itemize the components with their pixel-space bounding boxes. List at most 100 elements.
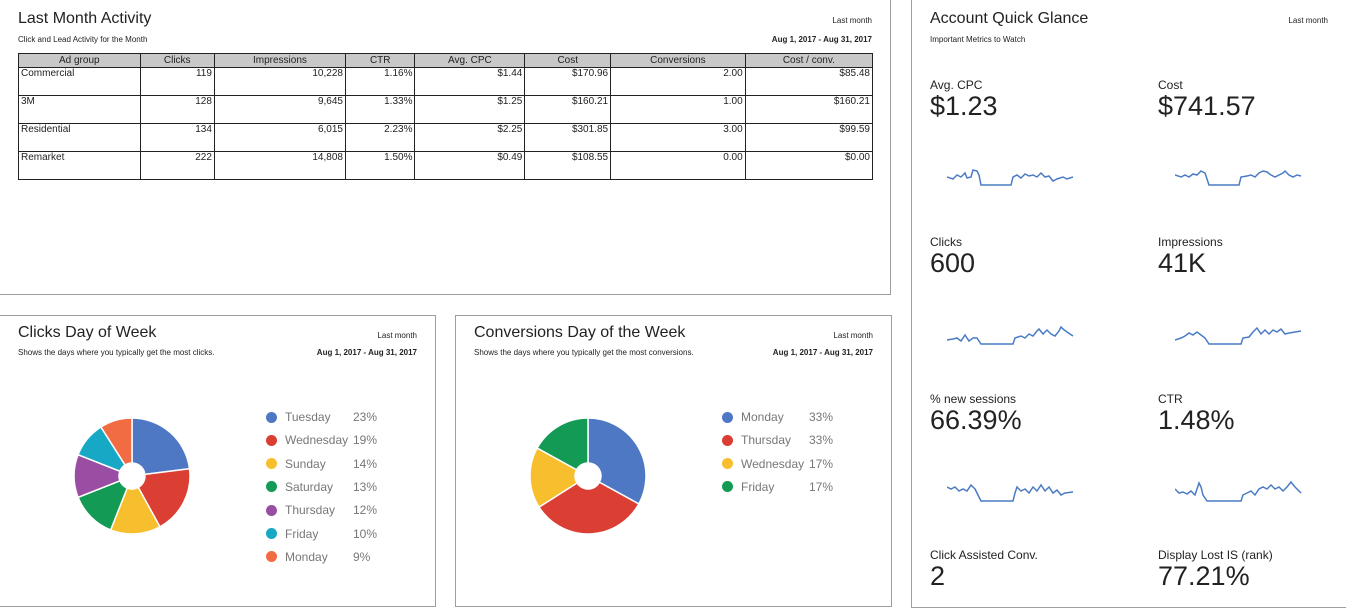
legend-label: Sunday bbox=[285, 456, 326, 471]
legend-item-monday[interactable]: Monday 33% bbox=[722, 410, 833, 424]
metric-value: 1.48% bbox=[1158, 405, 1235, 435]
legend-item-tuesday[interactable]: Tuesday 23% bbox=[266, 410, 377, 424]
panel-title: Account Quick Glance bbox=[930, 10, 1089, 27]
date-range[interactable]: Aug 1, 2017 - Aug 31, 2017 bbox=[772, 348, 873, 357]
metric-label: Cost bbox=[1158, 78, 1183, 92]
sparkline-path bbox=[1175, 481, 1302, 502]
legend-item-saturday[interactable]: Saturday 13% bbox=[266, 480, 377, 494]
table-cell: $1.25 bbox=[414, 95, 526, 124]
column-header[interactable]: Cost / conv. bbox=[744, 53, 874, 68]
legend-item-monday[interactable]: Monday 9% bbox=[266, 550, 370, 564]
metric-label: Avg. CPC bbox=[930, 78, 983, 92]
table-cell: $0.49 bbox=[414, 151, 526, 180]
date-range-label[interactable]: Last month bbox=[832, 16, 872, 25]
metric-label: Impressions bbox=[1158, 235, 1223, 249]
sparkline-path bbox=[1175, 169, 1302, 186]
legend-item-thursday[interactable]: Thursday 33% bbox=[722, 433, 833, 447]
ad-group-cell: 3M bbox=[18, 95, 141, 124]
metric-sparkline bbox=[1175, 326, 1302, 345]
metric-value: 66.39% bbox=[930, 405, 1022, 435]
pie-slice-thursday[interactable] bbox=[537, 481, 640, 535]
legend-item-thursday[interactable]: Thursday 12% bbox=[266, 503, 377, 517]
column-header[interactable]: Clicks bbox=[139, 53, 215, 68]
pie-slice-monday[interactable] bbox=[99, 417, 133, 467]
table-cell: 119 bbox=[139, 67, 215, 96]
conversions-day-of-week-panel: Conversions Day of the Week Shows the da… bbox=[455, 315, 892, 607]
legend-color-swatch bbox=[266, 458, 277, 470]
clicks-pie-chart bbox=[73, 417, 191, 535]
table-cell: 1.00 bbox=[610, 95, 746, 124]
column-header[interactable]: Impressions bbox=[213, 53, 346, 68]
table-cell: 9,645 bbox=[213, 95, 346, 124]
table-cell: $108.55 bbox=[524, 151, 612, 180]
table-cell: 1.50% bbox=[344, 151, 416, 180]
legend-percent: 23% bbox=[353, 410, 378, 424]
table-cell: $160.21 bbox=[744, 95, 874, 124]
legend-label: Wednesday bbox=[285, 433, 349, 448]
table-cell: $2.25 bbox=[414, 123, 526, 152]
table-cell: $301.85 bbox=[524, 123, 612, 152]
legend-label: Thursday bbox=[741, 433, 792, 448]
legend-label: Monday bbox=[741, 410, 784, 424]
table-row: 3M 128 9,645 1.33% $1.25 $160.21 1.00 $160.21 bbox=[18, 95, 874, 124]
legend-item-friday[interactable]: Friday 10% bbox=[266, 527, 377, 541]
legend-color-swatch bbox=[722, 434, 733, 446]
legend-label: Friday bbox=[285, 526, 319, 541]
column-header[interactable]: CTR bbox=[344, 53, 416, 68]
pie-slice-wednesday[interactable] bbox=[137, 467, 191, 528]
metric-value: 41K bbox=[1158, 248, 1207, 278]
legend-item-wednesday[interactable]: Wednesday 19% bbox=[266, 433, 377, 447]
panel-title: Last Month Activity bbox=[18, 10, 152, 27]
metric-sparkline bbox=[947, 325, 1074, 345]
pie-slice-monday[interactable] bbox=[587, 417, 647, 505]
date-range-label[interactable]: Last month bbox=[377, 331, 417, 340]
pie-slice-friday[interactable] bbox=[536, 417, 589, 471]
metric-label: % new sessions bbox=[930, 392, 1017, 406]
legend-color-swatch bbox=[722, 458, 733, 470]
legend-color-swatch bbox=[266, 411, 277, 423]
date-range[interactable]: Aug 1, 2017 - Aug 31, 2017 bbox=[316, 348, 417, 357]
ad-group-table: Ad group Clicks Impressions CTR Avg. CPC Cost… bbox=[18, 53, 874, 180]
legend-percent: 19% bbox=[353, 433, 378, 448]
legend-label: Tuesday bbox=[285, 410, 331, 424]
column-header[interactable]: Cost bbox=[524, 53, 612, 68]
metric-sparkline bbox=[947, 169, 1074, 186]
column-header[interactable]: Ad group bbox=[18, 53, 141, 68]
table-cell: 14,808 bbox=[213, 151, 346, 180]
column-header[interactable]: Conversions bbox=[610, 53, 746, 68]
panel-subtitle: Shows the days where you typically get t… bbox=[18, 348, 215, 357]
panel-subtitle: Shows the days where you typically get t… bbox=[474, 348, 694, 357]
table-row: Commercial 119 10,228 1.16% $1.44 $170.96 2.00… bbox=[18, 67, 874, 96]
panel-subtitle: Click and Lead Activity for the Month bbox=[18, 35, 148, 44]
legend-percent: 33% bbox=[809, 410, 834, 424]
metric-sparkline bbox=[1175, 481, 1302, 502]
pie-slice-tuesday[interactable] bbox=[131, 417, 191, 476]
date-range-label[interactable]: Last month bbox=[1288, 16, 1328, 25]
table-row: Remarket 222 14,808 1.50% $0.49 $108.55 0.00 $0… bbox=[18, 151, 874, 180]
legend-item-sunday[interactable]: Sunday 14% bbox=[266, 457, 377, 471]
legend-color-swatch bbox=[266, 434, 277, 446]
table-cell: 3.00 bbox=[610, 123, 746, 152]
legend-label: Friday bbox=[741, 479, 775, 494]
date-range[interactable]: Aug 1, 2017 - Aug 31, 2017 bbox=[771, 35, 872, 44]
panel-title: Clicks Day of Week bbox=[18, 324, 157, 341]
column-header[interactable]: Avg. CPC bbox=[414, 53, 526, 68]
legend-color-swatch bbox=[266, 551, 277, 563]
metric-value: 2 bbox=[930, 561, 946, 591]
ad-group-cell: Residential bbox=[18, 123, 141, 152]
metric-sparkline bbox=[1175, 169, 1302, 186]
pie-slice-wednesday[interactable] bbox=[529, 447, 579, 509]
metric-label: CTR bbox=[1158, 392, 1183, 406]
table-cell: 134 bbox=[139, 123, 215, 152]
legend-item-wednesday[interactable]: Wednesday 17% bbox=[722, 457, 833, 471]
legend-item-friday[interactable]: Friday 17% bbox=[722, 480, 833, 494]
table-cell: 2.23% bbox=[344, 123, 416, 152]
conversions-pie-chart bbox=[529, 417, 647, 535]
legend-percent: 10% bbox=[353, 526, 378, 541]
table-cell: 1.16% bbox=[344, 67, 416, 96]
date-range-label[interactable]: Last month bbox=[833, 331, 873, 340]
panel-title: Conversions Day of the Week bbox=[474, 324, 686, 341]
legend-color-swatch bbox=[722, 411, 733, 423]
metric-label: Click Assisted Conv. bbox=[930, 548, 1038, 562]
metric-value: 77.21% bbox=[1158, 561, 1250, 591]
